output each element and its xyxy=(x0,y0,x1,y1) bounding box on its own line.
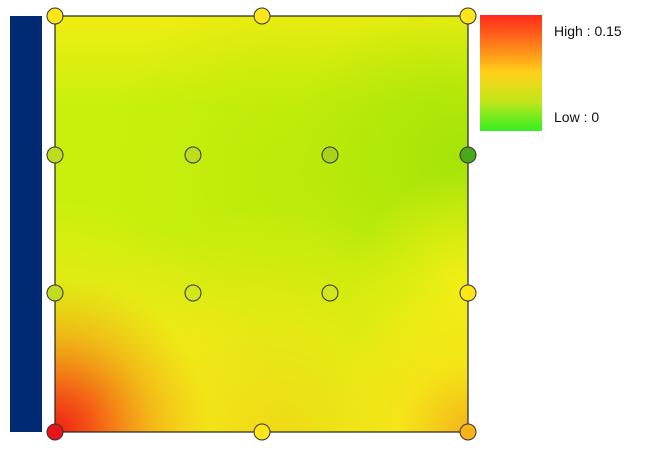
legend-color-bar xyxy=(480,15,542,131)
legend-high-label: High : 0.15 xyxy=(554,23,622,39)
node-r2-c1 xyxy=(184,284,202,302)
node-r0-c2 xyxy=(459,7,477,25)
legend-low-label: Low : 0 xyxy=(554,109,600,125)
node-r2-c0 xyxy=(46,284,64,302)
support-bar xyxy=(10,16,42,432)
node-r1-c1 xyxy=(184,146,202,164)
node-r2-c2 xyxy=(321,284,339,302)
contour-fill xyxy=(55,16,468,432)
node-r1-c0 xyxy=(46,146,64,164)
node-r0-c0 xyxy=(46,7,64,25)
node-r1-c3 xyxy=(459,146,477,164)
node-r2-c3 xyxy=(459,284,477,302)
node-markers xyxy=(46,7,477,441)
node-r3-c0 xyxy=(46,423,64,441)
node-r3-c2 xyxy=(459,423,477,441)
node-r0-c1 xyxy=(253,7,271,25)
node-r1-c2 xyxy=(321,146,339,164)
node-r3-c1 xyxy=(253,423,271,441)
